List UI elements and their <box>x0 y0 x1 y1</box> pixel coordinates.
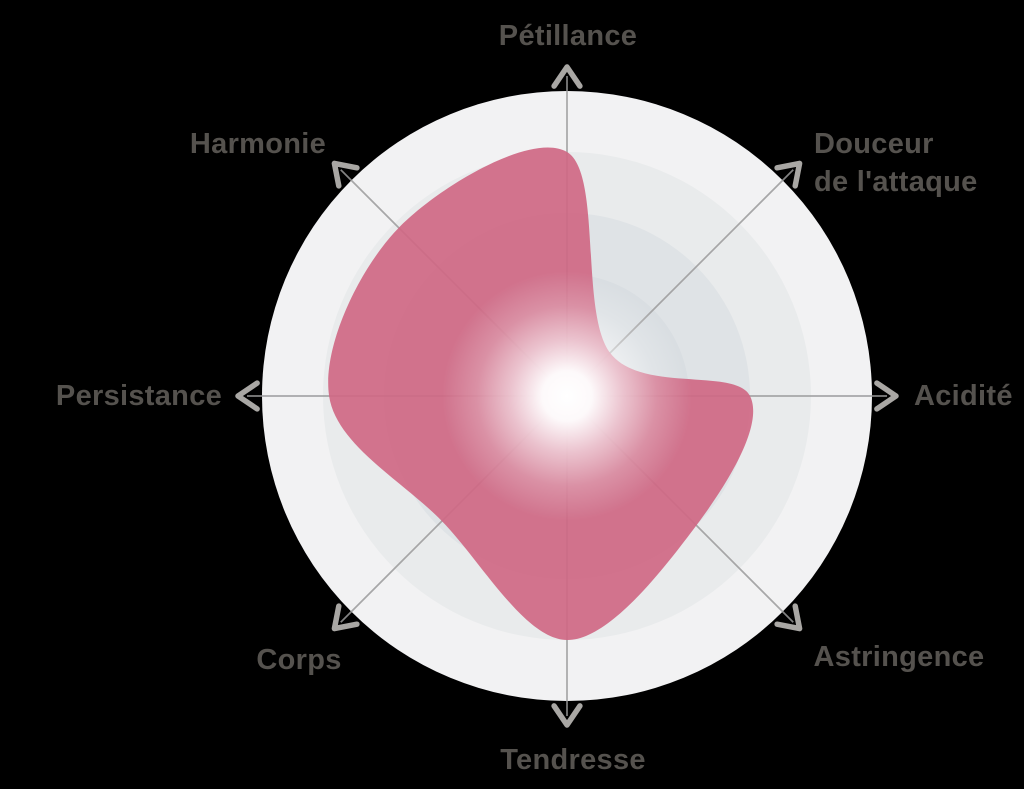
axis-arrow-acidit- <box>874 380 899 412</box>
axis-label-acidite: Acidité <box>914 380 1013 412</box>
axis-label-tendresse: Tendresse <box>500 744 646 776</box>
axis-label-petillance: Pétillance <box>498 20 638 52</box>
axis-arrow-persistance <box>235 380 260 412</box>
center-glow <box>442 271 692 521</box>
axis-label-corps: Corps <box>256 644 342 676</box>
axis-label-persistance: Persistance <box>55 380 223 412</box>
axis-arrow-tendresse <box>551 703 583 728</box>
axis-arrow-p-tillance <box>551 64 583 89</box>
axis-arrow-harmonie <box>331 160 360 189</box>
axis-label-astringence: Astringence <box>813 641 985 673</box>
axis-arrow-corps <box>331 603 360 632</box>
axis-arrow-douceur-de-l-attaque <box>774 160 803 189</box>
center-glow-group <box>442 271 692 521</box>
axis-label-douceur-line1: Douceur <box>814 128 934 160</box>
axis-label-harmonie: Harmonie <box>189 128 327 160</box>
axis-arrow-astringence <box>774 603 803 632</box>
axis-arrows-group <box>235 64 899 728</box>
axis-label-douceur-line2: de l'attaque <box>814 166 978 198</box>
axis-label-douceur-de-l-attaque: Douceur de l'attaque <box>814 125 978 201</box>
